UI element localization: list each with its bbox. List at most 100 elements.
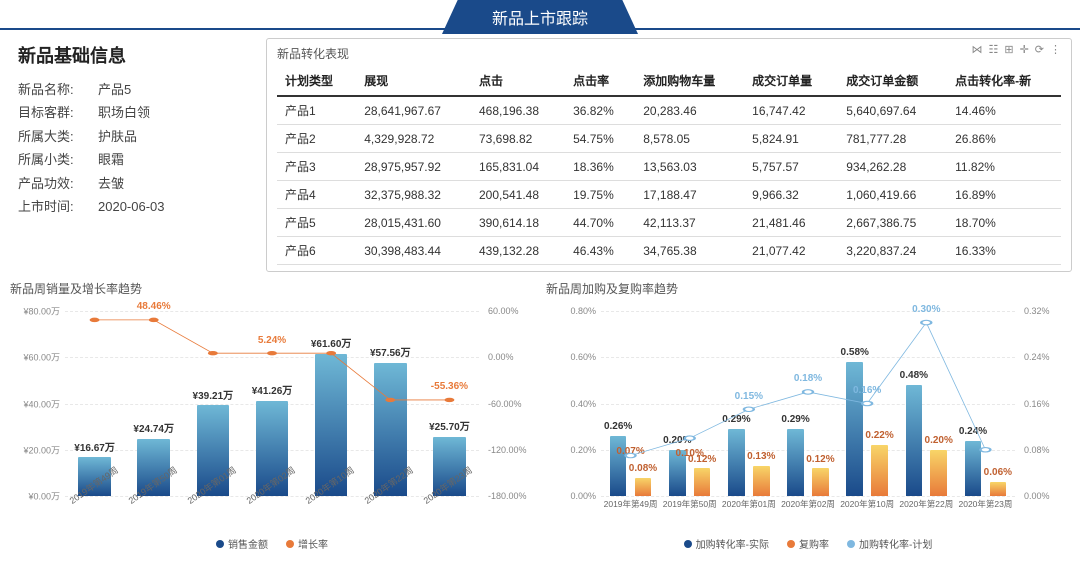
- add-icon[interactable]: ✛: [1020, 43, 1029, 56]
- table-cell: 28,975,957.92: [356, 153, 471, 181]
- legend-item[interactable]: 加购转化率-计划: [847, 536, 932, 551]
- x-tick-label: 2019年第50周: [663, 498, 717, 510]
- chart-icon[interactable]: ☷: [988, 43, 998, 56]
- info-row: 所属小类:眼霜: [18, 148, 248, 171]
- bar-value-label: ¥41.26万: [252, 382, 293, 397]
- table-header[interactable]: 点击转化率-新: [947, 66, 1061, 96]
- table-cell: 42,113.37: [635, 209, 744, 237]
- y-right-tick: 0.08%: [1024, 445, 1074, 455]
- repurchase-bar[interactable]: [871, 445, 888, 496]
- repurchase-bar[interactable]: [635, 478, 652, 497]
- refresh-icon[interactable]: ⟳: [1035, 43, 1044, 56]
- y-left-tick: 0.40%: [546, 399, 596, 409]
- actual-bar[interactable]: [728, 429, 745, 496]
- info-value: 眼霜: [98, 148, 124, 171]
- y-left-tick: ¥20.00万: [10, 443, 60, 456]
- info-label: 所属大类:: [18, 125, 98, 148]
- repurchase-bar[interactable]: [753, 466, 770, 496]
- line-value-label: 0.15%: [735, 391, 763, 402]
- table-cell: 产品3: [277, 153, 356, 181]
- info-label: 目标客群:: [18, 101, 98, 124]
- x-tick-label: 2020年第02周: [781, 498, 835, 510]
- table-cell: 3,220,837.24: [838, 237, 947, 265]
- repurchase-bar[interactable]: [694, 468, 711, 496]
- table-header[interactable]: 成交订单金额: [838, 66, 947, 96]
- actual-bar[interactable]: [965, 441, 982, 497]
- bar1-label: 0.29%: [781, 414, 809, 425]
- line-value-label: 48.46%: [137, 301, 171, 312]
- more-icon[interactable]: ⋮: [1050, 43, 1061, 56]
- bar2-label: 0.22%: [865, 430, 893, 441]
- legend-item[interactable]: 加购转化率-实际: [684, 536, 769, 551]
- y-right-tick: 0.00%: [488, 352, 538, 362]
- table-row[interactable]: 产品630,398,483.44439,132.2846.43%34,765.3…: [277, 237, 1061, 265]
- bar1-label: 0.26%: [604, 421, 632, 432]
- actual-bar[interactable]: [846, 362, 863, 496]
- table-row[interactable]: 产品432,375,988.32200,541.4819.75%17,188.4…: [277, 181, 1061, 209]
- mid-label: 0.07%: [616, 446, 644, 457]
- table-header[interactable]: 添加购物车量: [635, 66, 744, 96]
- bar2-label: 0.13%: [747, 451, 775, 462]
- bar-value-label: ¥61.60万: [311, 335, 352, 350]
- line-value-label: -55.36%: [431, 381, 468, 392]
- table-header[interactable]: 计划类型: [277, 66, 356, 96]
- table-row[interactable]: 产品24,329,928.7273,698.8254.75%8,578.055,…: [277, 125, 1061, 153]
- legend-item[interactable]: 增长率: [286, 536, 328, 551]
- table-cell: 16.89%: [947, 181, 1061, 209]
- table-header[interactable]: 成交订单量: [744, 66, 838, 96]
- mid-label: 0.10%: [676, 448, 704, 459]
- table-row[interactable]: 产品528,015,431.60390,614.1844.70%42,113.3…: [277, 209, 1061, 237]
- table-cell: 17,188.47: [635, 181, 744, 209]
- table-cell: 产品1: [277, 96, 356, 125]
- actual-bar[interactable]: [906, 385, 923, 496]
- bar1-label: 0.58%: [841, 347, 869, 358]
- legend-item[interactable]: 销售金额: [216, 536, 268, 551]
- table-row[interactable]: 产品128,641,967.67468,196.3836.82%20,283.4…: [277, 96, 1061, 125]
- table-cell: 2,667,386.75: [838, 209, 947, 237]
- info-value: 护肤品: [98, 125, 137, 148]
- info-title: 新品基础信息: [18, 42, 248, 68]
- bar2-label: 0.08%: [629, 463, 657, 474]
- actual-bar[interactable]: [787, 429, 804, 496]
- table-cell: 21,481.46: [744, 209, 838, 237]
- table-cell: 200,541.48: [471, 181, 565, 209]
- table-cell: 46.43%: [565, 237, 635, 265]
- table-cell: 44.70%: [565, 209, 635, 237]
- y-left-tick: ¥0.00万: [10, 490, 60, 503]
- bar-value-label: ¥24.74万: [133, 420, 174, 435]
- table-cell: 5,640,697.64: [838, 96, 947, 125]
- info-value: 产品5: [98, 78, 131, 101]
- table-cell: 28,015,431.60: [356, 209, 471, 237]
- repurchase-bar[interactable]: [812, 468, 829, 496]
- line-value-label: 0.16%: [853, 385, 881, 396]
- table-cell: 产品6: [277, 237, 356, 265]
- table-cell: 16,747.42: [744, 96, 838, 125]
- table-cell: 21,077.42: [744, 237, 838, 265]
- table-cell: 19.75%: [565, 181, 635, 209]
- x-tick-label: 2020年第10周: [840, 498, 894, 510]
- table-header[interactable]: 点击率: [565, 66, 635, 96]
- x-tick-label: 2020年第22周: [899, 498, 953, 510]
- repurchase-bar[interactable]: [990, 482, 1007, 496]
- table-header[interactable]: 点击: [471, 66, 565, 96]
- repurchase-bar[interactable]: [930, 450, 947, 496]
- line-value-label: 0.30%: [912, 304, 940, 315]
- legend-item[interactable]: 复购率: [787, 536, 829, 551]
- table-cell: 5,757.57: [744, 153, 838, 181]
- table-cell: 468,196.38: [471, 96, 565, 125]
- bar-value-label: ¥39.21万: [193, 387, 234, 402]
- grid-icon[interactable]: ⊞: [1004, 43, 1013, 56]
- link-icon[interactable]: ⋈: [971, 43, 982, 56]
- table-header[interactable]: 展现: [356, 66, 471, 96]
- table-row[interactable]: 产品328,975,957.92165,831.0418.36%13,563.0…: [277, 153, 1061, 181]
- info-value: 2020-06-03: [98, 195, 165, 218]
- y-left-tick: 0.60%: [546, 352, 596, 362]
- table-cell: 28,641,967.67: [356, 96, 471, 125]
- table-cell: 390,614.18: [471, 209, 565, 237]
- y-right-tick: 0.24%: [1024, 352, 1074, 362]
- y-left-tick: 0.20%: [546, 445, 596, 455]
- info-label: 所属小类:: [18, 148, 98, 171]
- table-cell: 产品2: [277, 125, 356, 153]
- y-left-tick: ¥40.00万: [10, 397, 60, 410]
- conversion-table: 计划类型展现点击点击率添加购物车量成交订单量成交订单金额点击转化率-新 产品12…: [277, 66, 1061, 265]
